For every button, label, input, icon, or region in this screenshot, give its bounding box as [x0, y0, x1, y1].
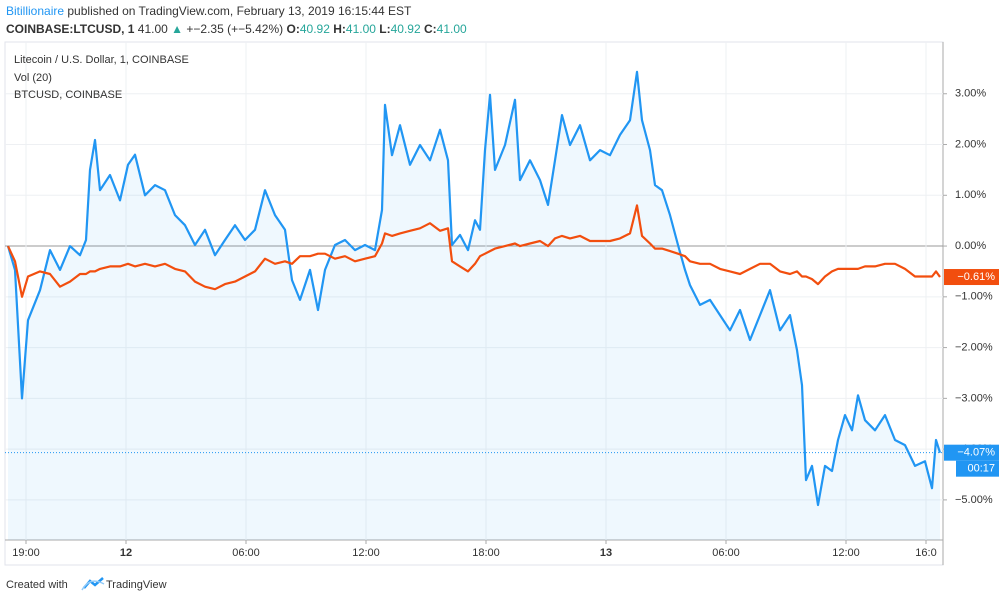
y-tick-label: −1.00% [955, 291, 993, 303]
x-tick-label: 12:00 [832, 547, 860, 559]
change: +−2.35 (+−5.42%) [186, 22, 283, 36]
author[interactable]: Bitillionaire [6, 4, 64, 18]
x-tick-label: 16:0 [915, 547, 936, 559]
countdown-tag [956, 460, 999, 477]
tradingview-logo [81, 577, 105, 591]
series-line [6, 70, 942, 507]
x-tick-label: 13 [600, 547, 612, 559]
x-tick-label: 19:00 [12, 547, 40, 559]
plot [5, 70, 943, 541]
series-line [7, 204, 941, 298]
y-tick-label: −5.00% [955, 494, 993, 506]
symbol-line: COINBASE:LTCUSD, 1 41.00 ▲ +−2.35 (+−5.4… [6, 22, 467, 36]
y-tick-label: −2.00% [955, 341, 993, 353]
y-tick-label: −3.00% [955, 392, 993, 404]
x-tick-label: 12 [120, 547, 132, 559]
footer-created: Created with [6, 579, 68, 591]
y-tick-label: 2.00% [955, 138, 986, 150]
price-tag [944, 269, 999, 286]
close-label: C: [424, 22, 437, 36]
low-value: 40.92 [391, 22, 421, 36]
high-label: H: [333, 22, 346, 36]
published: published on TradingView.com, February 1… [67, 4, 412, 18]
x-tick-label: 06:00 [712, 547, 740, 559]
legend-main: Litecoin / U.S. Dollar, 1, COINBASE [14, 54, 189, 66]
price-tag [944, 444, 999, 461]
footer-brand[interactable]: TradingView [106, 579, 167, 591]
symbol: COINBASE:LTCUSD, 1 [6, 22, 135, 36]
countdown-label: 00:17 [967, 463, 995, 475]
legend-volume: Vol (20) [14, 72, 52, 84]
close-value: 41.00 [437, 22, 467, 36]
header-line: Bitillionaire published on TradingView.c… [6, 4, 412, 18]
y-tick-label: 1.00% [955, 189, 986, 201]
low-label: L: [379, 22, 390, 36]
x-tick-label: 12:00 [352, 547, 380, 559]
grid [5, 42, 943, 540]
legend-compare: BTCUSD, COINBASE [14, 89, 122, 101]
y-tick-label: 3.00% [955, 88, 986, 100]
last-price: 41.00 [138, 22, 168, 36]
price-tag-label: −0.61% [957, 271, 995, 283]
open-label: O: [287, 22, 300, 36]
arrow-up: ▲ [171, 22, 183, 36]
high-value: 41.00 [346, 22, 376, 36]
open-value: 40.92 [300, 22, 330, 36]
y-tick-label: 0.00% [955, 240, 986, 252]
area-fill [8, 71, 940, 541]
x-tick-label: 06:00 [232, 547, 260, 559]
price-tag-label: −4.07% [957, 447, 995, 459]
x-tick-label: 18:00 [472, 547, 500, 559]
axes: 3.00% 2.00% 1.00% 0.00% −1.00% −2.00% −3.00% −4… [12, 88, 999, 559]
